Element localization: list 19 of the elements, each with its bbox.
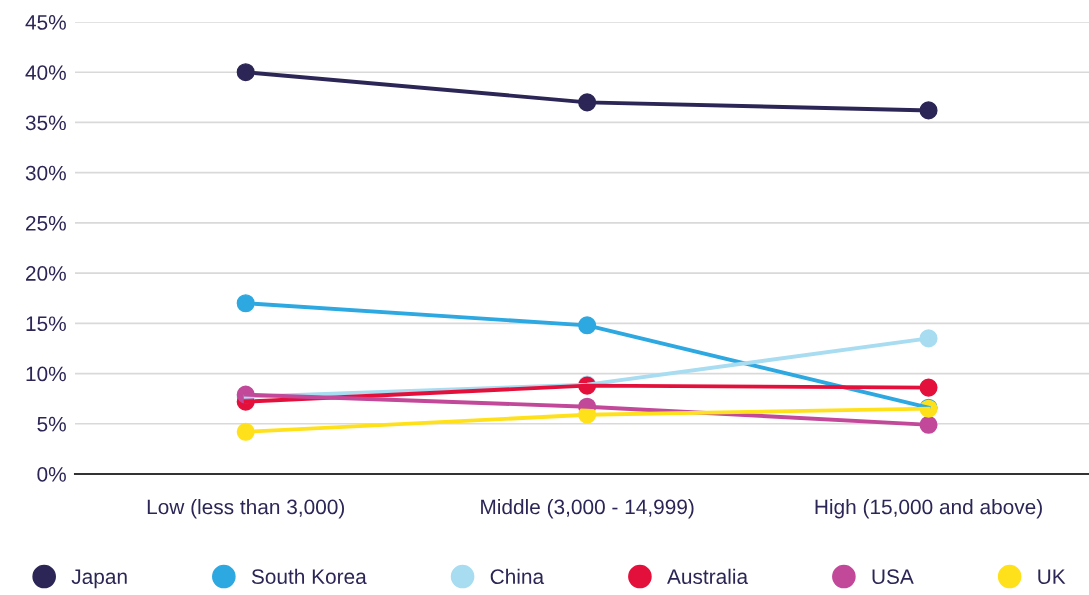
y-tick-label: 0% [37,467,66,482]
legend-label: UK [1038,569,1066,585]
y-tick-label: 5% [37,416,66,432]
legend-label: Japan [71,569,127,589]
y-tick-label: 25% [26,215,66,231]
legend-label: China [490,568,545,585]
x-tick-label: Middle (3,000 - 14,999) [481,499,694,519]
legend-label: South Korea [251,568,367,585]
legend-label: Australia [667,568,749,585]
y-tick-label: 15% [26,316,66,332]
y-tick-label: 20% [26,266,66,281]
y-tick-label: 40% [25,65,66,80]
x-tick-label: Low (less than 3,000) [147,499,345,519]
y-tick-label: 10% [26,366,66,382]
x-tick-label: High (15,000 and above) [815,499,1042,519]
legend-label: USA [872,569,914,585]
y-tick-label: 45% [25,15,66,30]
y-tick-label: 30% [25,165,66,181]
y-tick-label: 35% [25,115,66,131]
